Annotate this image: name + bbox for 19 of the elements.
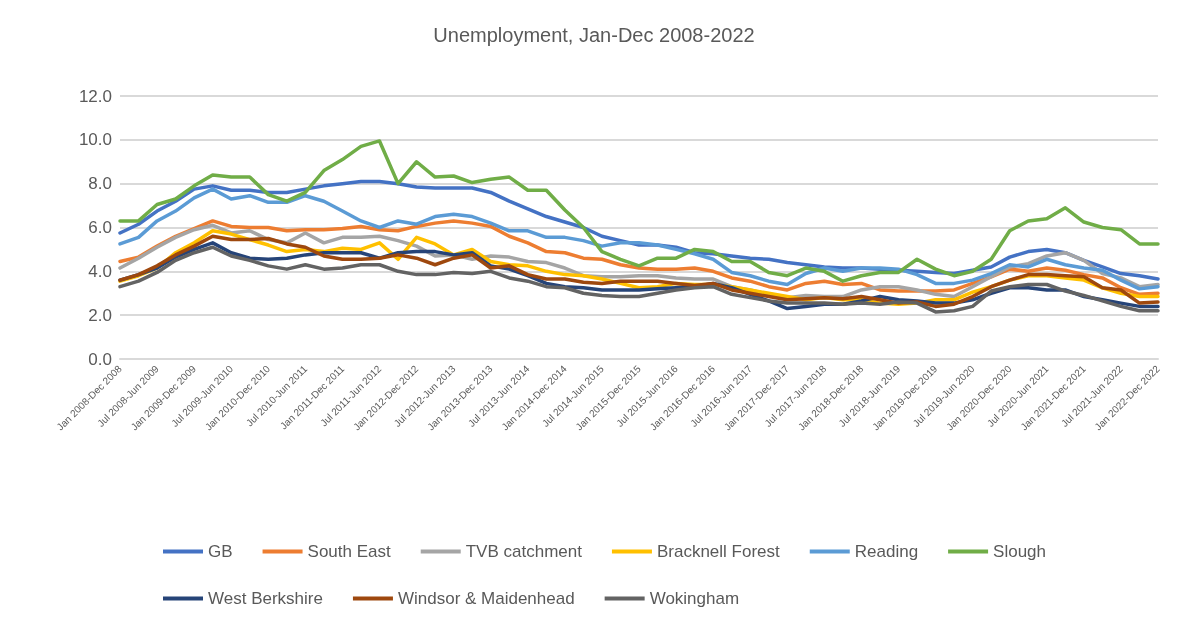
y-tick-label: 12.0 — [78, 86, 112, 106]
y-tick-label: 6.0 — [88, 218, 112, 237]
y-tick-label: 2.0 — [88, 305, 112, 325]
line-series — [118, 187, 1160, 291]
legend-label: Windsor & Maidenhead — [397, 589, 575, 608]
y-tick-label: 10.0 — [78, 130, 112, 150]
y-tick-label: 4.0 — [88, 261, 112, 281]
legend-label: West Berkshire — [208, 589, 323, 608]
legend-label: Reading — [854, 542, 919, 561]
chart-title: Unemployment, Jan-Dec 2008-2022 — [433, 24, 755, 46]
legend-label: TVB catchment — [465, 542, 583, 561]
legend-label: Slough — [993, 542, 1047, 561]
legend-label: Wokingham — [649, 589, 740, 608]
legend-label: South East — [307, 542, 391, 561]
line-series — [118, 139, 1160, 283]
legend-label: Bracknell Forest — [656, 542, 781, 561]
legend-label: GB — [208, 542, 233, 561]
y-tick-label: 0.0 — [88, 349, 112, 369]
y-tick-label: 8.0 — [88, 174, 112, 194]
